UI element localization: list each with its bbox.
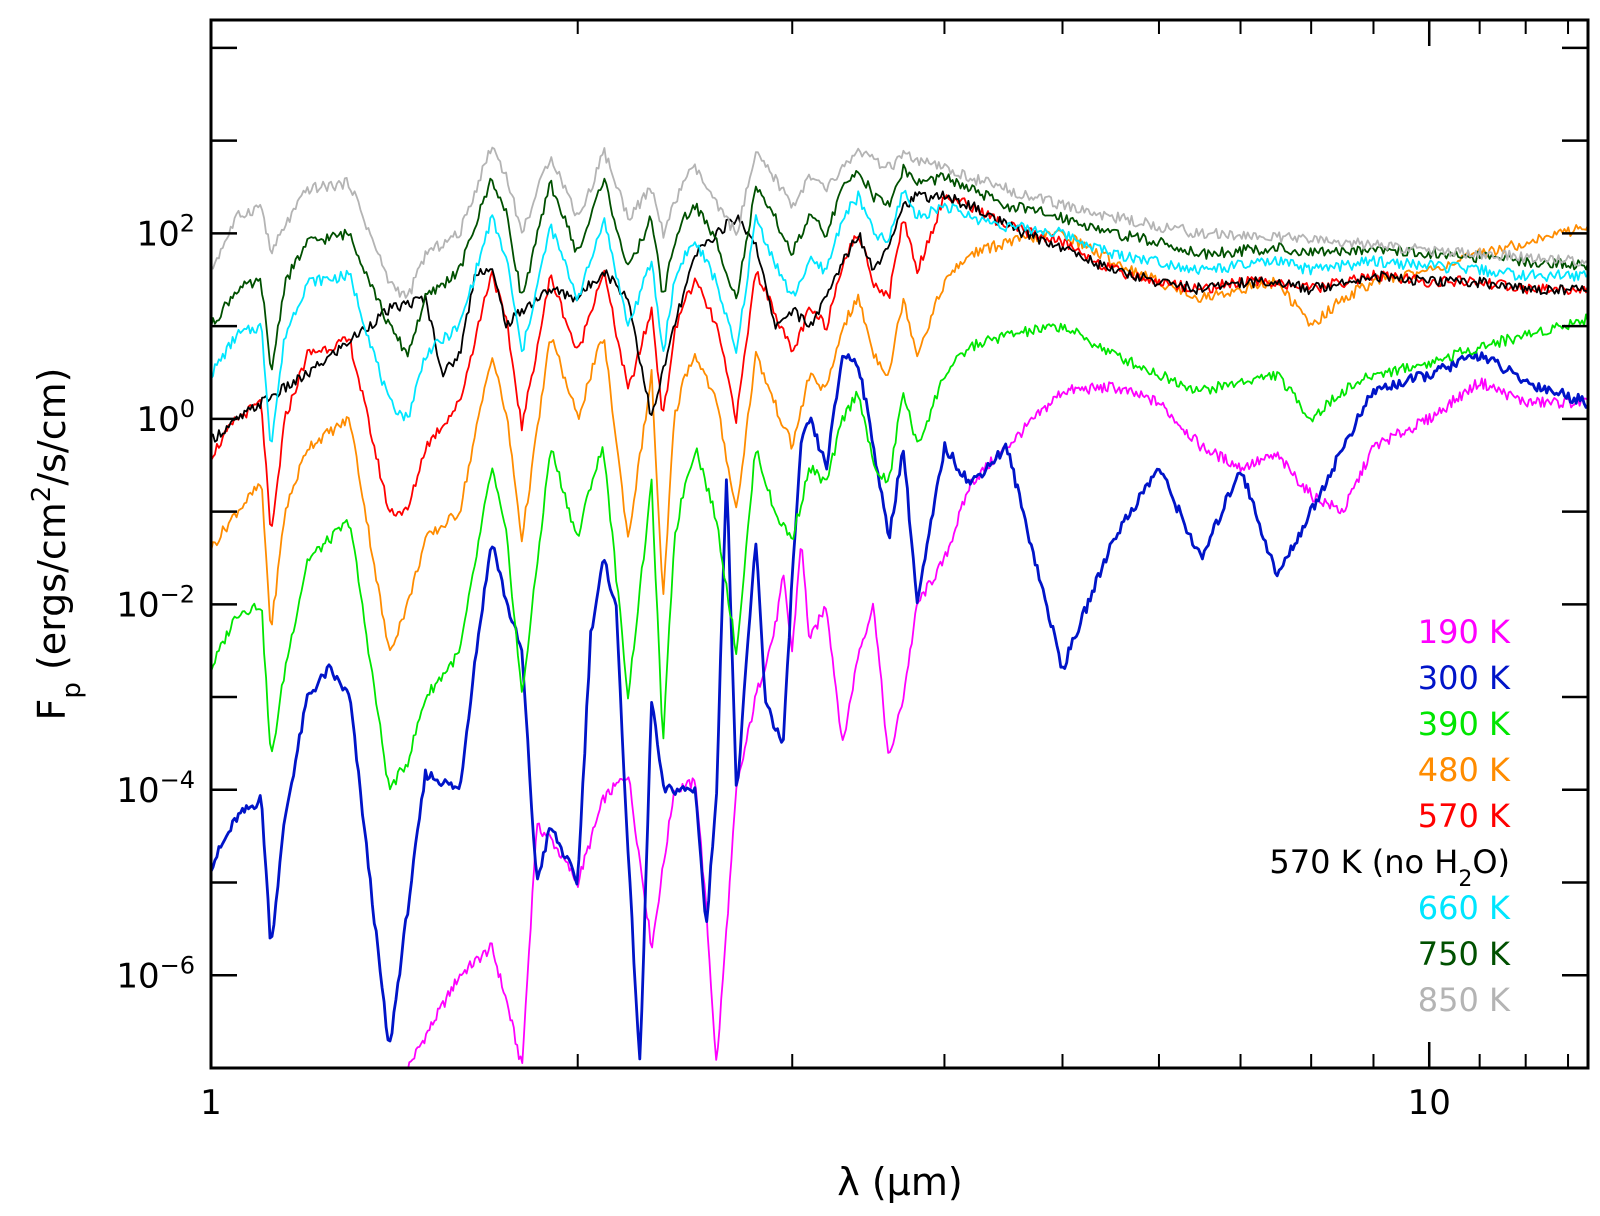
y-tick-label: 10−2 bbox=[116, 580, 195, 625]
legend-entry: 300 K bbox=[1418, 659, 1511, 697]
y-tick-label: 10−4 bbox=[116, 766, 195, 811]
series-line-660-k bbox=[211, 189, 1588, 443]
y-axis-title-group: Fp (ergs/cm2/s/cm) bbox=[27, 368, 87, 721]
y-tick-label: 10−6 bbox=[116, 951, 195, 996]
plot-frame bbox=[209, 18, 1590, 1070]
ticks-layer bbox=[209, 20, 1588, 1070]
legend-entry: 480 K bbox=[1418, 751, 1511, 789]
series-line-480-k bbox=[211, 224, 1588, 652]
series-line-750-k bbox=[211, 163, 1588, 371]
legend-entry: 570 K (no H2O) bbox=[1269, 843, 1510, 892]
y-tick-label: 102 bbox=[136, 209, 195, 254]
y-axis-title: Fp (ergs/cm2/s/cm) bbox=[27, 368, 87, 721]
legend-entry: 570 K bbox=[1418, 797, 1511, 835]
series-line-300-k bbox=[211, 350, 1588, 1061]
series-line-570-k-no-h2o- bbox=[211, 190, 1588, 443]
legend: 190 K 300 K 390 K 480 K 570 K 570 K (no H2O)6… bbox=[1269, 613, 1511, 1019]
legend-entry: 850 K bbox=[1418, 981, 1511, 1019]
series-line-570-k bbox=[211, 194, 1588, 527]
series-line-850-k bbox=[211, 146, 1588, 299]
legend-entry: 190 K bbox=[1418, 613, 1511, 651]
labels-layer: 10−6 10−4 10−2 100 102 1 10 bbox=[116, 209, 1451, 1123]
series-line-390-k bbox=[211, 313, 1588, 791]
x-tick-label: 10 bbox=[1408, 1083, 1451, 1123]
y-tick-label: 100 bbox=[136, 395, 195, 440]
x-tick-label: 1 bbox=[200, 1083, 222, 1123]
legend-entry: 750 K bbox=[1418, 935, 1511, 973]
legend-entry: 660 K bbox=[1418, 889, 1511, 927]
series-layer bbox=[211, 146, 1588, 1068]
x-axis-title: λ (μm) bbox=[837, 1160, 962, 1204]
legend-entry: 390 K bbox=[1418, 705, 1511, 743]
